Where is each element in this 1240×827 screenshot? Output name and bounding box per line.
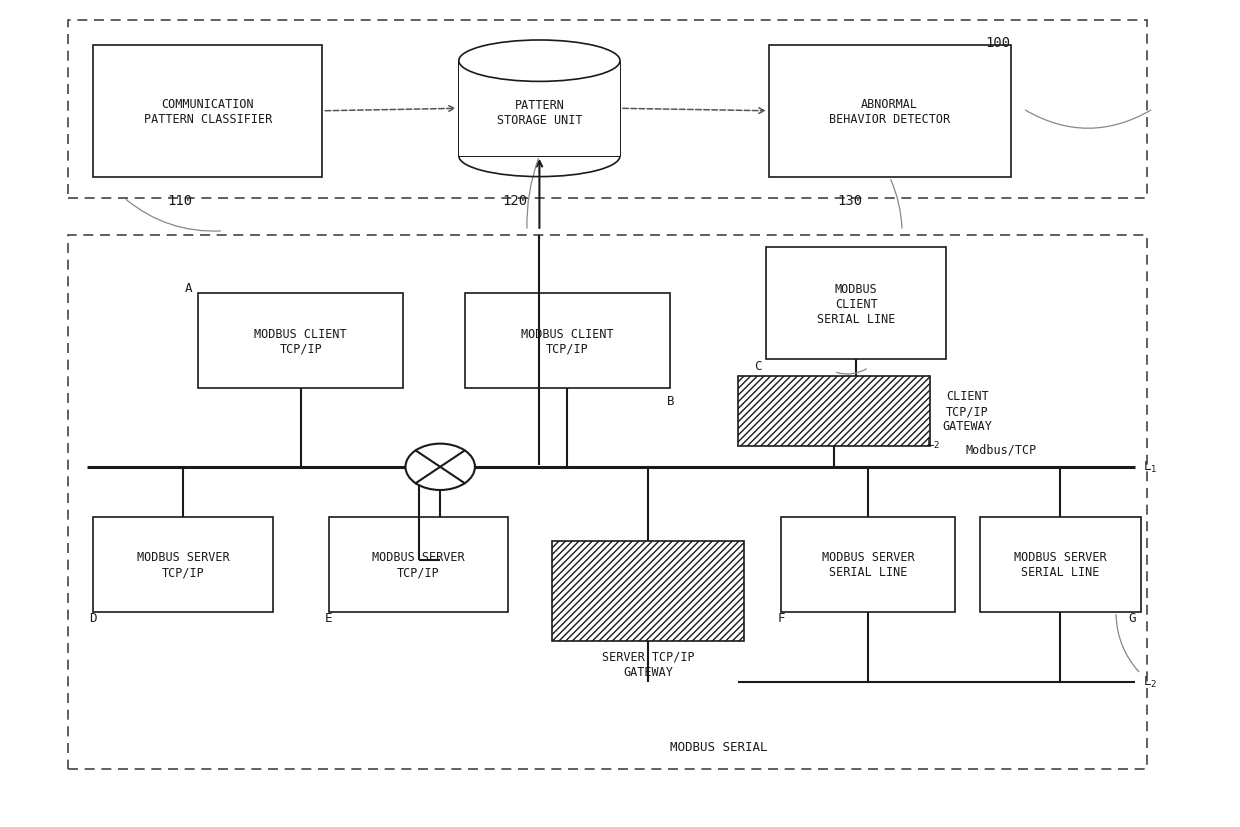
Ellipse shape: [459, 41, 620, 83]
Text: C: C: [754, 360, 761, 373]
Text: D: D: [89, 611, 97, 624]
Bar: [552, 542, 744, 641]
Bar: [329, 517, 508, 612]
Bar: [769, 45, 1011, 178]
Text: B: B: [667, 394, 675, 408]
Text: L$_2$: L$_2$: [926, 435, 940, 450]
Bar: [465, 294, 670, 389]
Bar: [459, 61, 620, 157]
Text: 100: 100: [986, 36, 1011, 50]
Text: 110: 110: [167, 194, 192, 208]
Bar: [93, 517, 273, 612]
Text: COMMUNICATION
PATTERN CLASSIFIER: COMMUNICATION PATTERN CLASSIFIER: [144, 98, 272, 126]
Bar: [738, 376, 930, 447]
Text: E: E: [325, 611, 332, 624]
Text: MODBUS SERVER
SERIAL LINE: MODBUS SERVER SERIAL LINE: [822, 551, 914, 578]
Text: Modbus/TCP: Modbus/TCP: [966, 442, 1037, 456]
Text: MODBUS CLIENT
TCP/IP: MODBUS CLIENT TCP/IP: [254, 327, 347, 355]
Bar: [68, 236, 1147, 769]
Text: CLIENT
TCP/IP
GATEWAY: CLIENT TCP/IP GATEWAY: [942, 390, 992, 433]
Bar: [198, 294, 403, 389]
Text: F: F: [777, 611, 785, 624]
Bar: [980, 517, 1141, 612]
Bar: [766, 248, 946, 360]
Bar: [93, 45, 322, 178]
Bar: [68, 21, 1147, 198]
Bar: [781, 517, 955, 612]
Text: 130: 130: [837, 194, 862, 208]
Text: A: A: [185, 281, 192, 294]
Text: L$_2$: L$_2$: [1143, 674, 1157, 689]
Text: L$_1$: L$_1$: [1143, 459, 1157, 474]
Circle shape: [405, 444, 475, 490]
Text: 120: 120: [502, 194, 527, 208]
Text: PATTERN
STORAGE UNIT: PATTERN STORAGE UNIT: [497, 99, 582, 127]
Text: SERVER TCP/IP
GATEWAY: SERVER TCP/IP GATEWAY: [601, 650, 694, 678]
Text: G: G: [1128, 611, 1136, 624]
Text: MODBUS CLIENT
TCP/IP: MODBUS CLIENT TCP/IP: [521, 327, 614, 355]
Text: ABNORMAL
BEHAVIOR DETECTOR: ABNORMAL BEHAVIOR DETECTOR: [830, 98, 950, 126]
Text: MODBUS SERVER
TCP/IP: MODBUS SERVER TCP/IP: [372, 551, 465, 578]
Text: MODBUS
CLIENT
SERIAL LINE: MODBUS CLIENT SERIAL LINE: [817, 283, 895, 325]
Text: MODBUS SERVER
SERIAL LINE: MODBUS SERVER SERIAL LINE: [1014, 551, 1106, 578]
Text: MODBUS SERIAL: MODBUS SERIAL: [671, 740, 768, 753]
Text: MODBUS SERVER
TCP/IP: MODBUS SERVER TCP/IP: [136, 551, 229, 578]
